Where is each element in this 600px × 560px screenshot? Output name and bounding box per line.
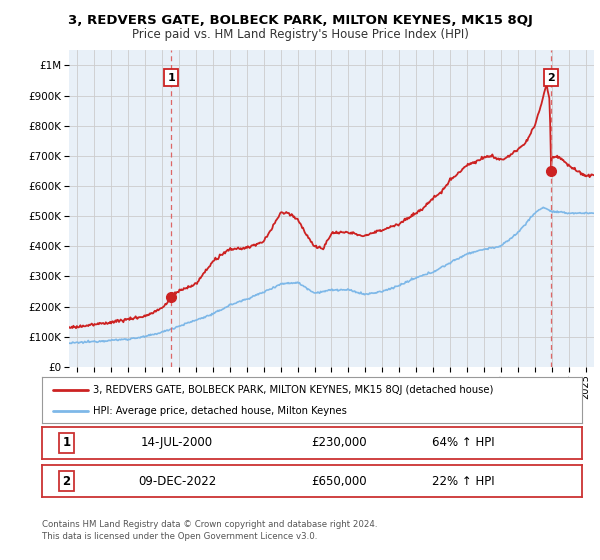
- Text: 14-JUL-2000: 14-JUL-2000: [141, 436, 213, 450]
- Text: 22% ↑ HPI: 22% ↑ HPI: [432, 474, 494, 488]
- Text: 09-DEC-2022: 09-DEC-2022: [138, 474, 216, 488]
- Text: 64% ↑ HPI: 64% ↑ HPI: [432, 436, 494, 450]
- Text: 1: 1: [62, 436, 70, 450]
- Text: Contains HM Land Registry data © Crown copyright and database right 2024.: Contains HM Land Registry data © Crown c…: [42, 520, 377, 529]
- Text: £650,000: £650,000: [311, 474, 367, 488]
- Text: 3, REDVERS GATE, BOLBECK PARK, MILTON KEYNES, MK15 8QJ: 3, REDVERS GATE, BOLBECK PARK, MILTON KE…: [68, 14, 532, 27]
- Text: 3, REDVERS GATE, BOLBECK PARK, MILTON KEYNES, MK15 8QJ (detached house): 3, REDVERS GATE, BOLBECK PARK, MILTON KE…: [94, 385, 494, 395]
- Text: £230,000: £230,000: [311, 436, 367, 450]
- Text: 2: 2: [547, 73, 554, 82]
- Text: This data is licensed under the Open Government Licence v3.0.: This data is licensed under the Open Gov…: [42, 532, 317, 541]
- Text: 2: 2: [62, 474, 70, 488]
- Text: HPI: Average price, detached house, Milton Keynes: HPI: Average price, detached house, Milt…: [94, 406, 347, 416]
- Text: Price paid vs. HM Land Registry's House Price Index (HPI): Price paid vs. HM Land Registry's House …: [131, 28, 469, 41]
- Text: 1: 1: [167, 73, 175, 82]
